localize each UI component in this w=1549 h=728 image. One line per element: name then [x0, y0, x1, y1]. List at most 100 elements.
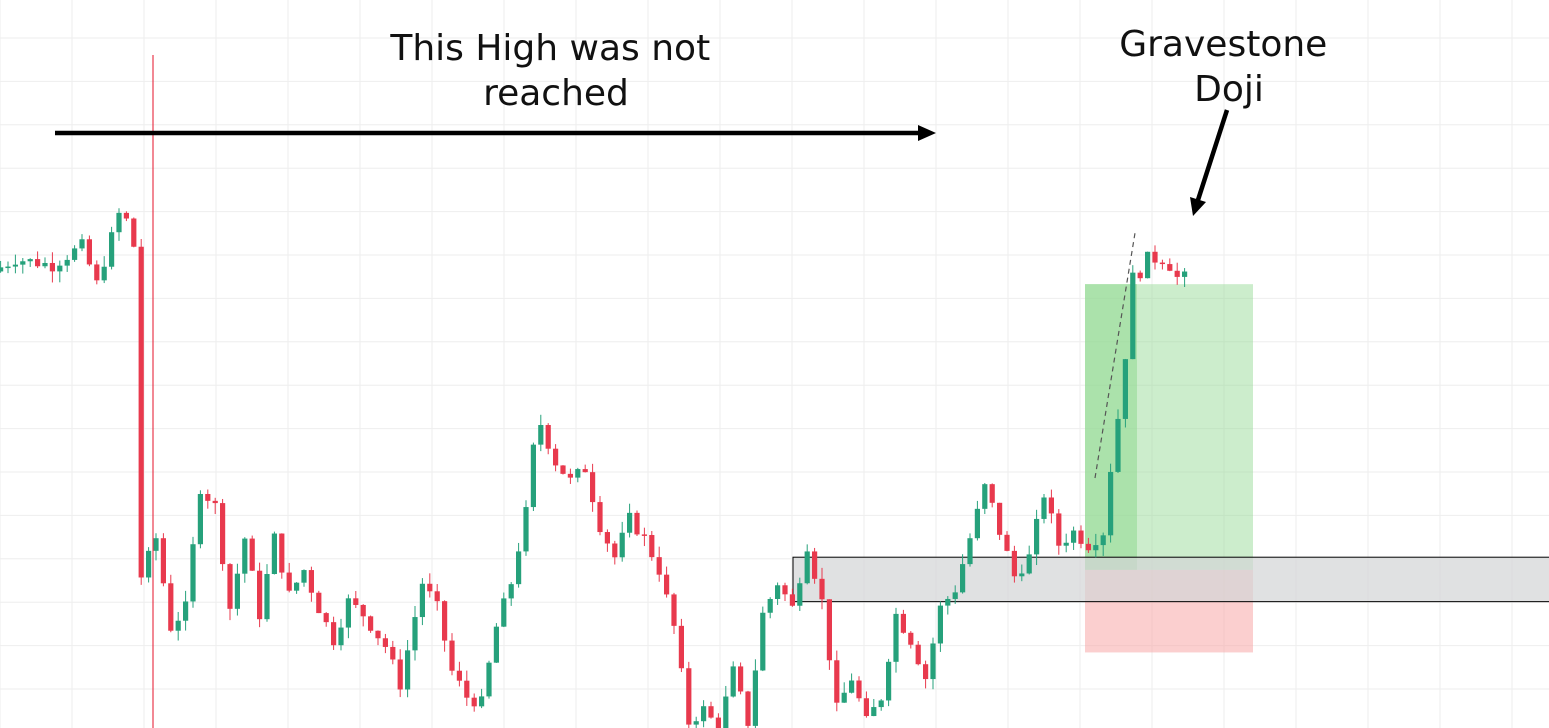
- candle: [264, 564, 270, 622]
- candle-body: [1034, 518, 1040, 555]
- candle-body: [72, 248, 78, 260]
- candle-body: [390, 646, 396, 660]
- candle: [434, 584, 440, 611]
- candle: [952, 585, 958, 604]
- candle: [397, 649, 403, 698]
- candle: [508, 582, 514, 606]
- candle-body: [1174, 270, 1180, 277]
- candle-body: [1100, 535, 1106, 546]
- candle: [190, 536, 196, 608]
- candle: [745, 690, 751, 728]
- candle: [86, 235, 92, 267]
- candle: [619, 521, 625, 562]
- candle-body: [1056, 513, 1062, 546]
- candle-body: [841, 692, 847, 703]
- candle-body: [197, 493, 203, 545]
- candle: [760, 606, 766, 672]
- candle-body: [538, 425, 544, 445]
- candle-body: [316, 592, 322, 614]
- candle-body: [767, 598, 773, 613]
- candle: [775, 582, 781, 605]
- candle: [649, 530, 655, 561]
- candle: [641, 527, 647, 547]
- candle-body: [294, 582, 300, 591]
- candle-body: [94, 264, 100, 281]
- candle-body: [175, 620, 181, 631]
- candle: [257, 562, 263, 628]
- candle: [234, 563, 240, 616]
- candle: [752, 659, 758, 728]
- candle: [20, 258, 26, 274]
- candle: [271, 531, 277, 575]
- candle: [286, 562, 292, 593]
- candle: [405, 639, 411, 698]
- candle-body: [1011, 550, 1017, 577]
- candle-body: [1019, 573, 1025, 577]
- candle: [886, 658, 892, 707]
- candle-body: [523, 507, 529, 552]
- candle-body: [449, 640, 455, 671]
- candle: [175, 611, 181, 641]
- candle: [345, 594, 351, 639]
- candle-body: [109, 232, 115, 267]
- candle-body: [412, 617, 418, 651]
- candle-body: [701, 706, 707, 722]
- candle: [567, 468, 573, 484]
- candle: [146, 547, 152, 583]
- candle-body: [249, 538, 255, 571]
- candle: [738, 662, 744, 695]
- candle-body: [1078, 530, 1084, 544]
- candle: [767, 597, 773, 619]
- candle-body: [5, 266, 11, 269]
- candle-body: [952, 592, 958, 599]
- candle: [138, 238, 144, 585]
- candle-body: [612, 543, 618, 558]
- candle-body: [1108, 471, 1114, 536]
- candle: [294, 582, 300, 594]
- candle-body: [575, 469, 581, 478]
- candle: [382, 633, 388, 654]
- candle-body: [1145, 251, 1151, 279]
- doji-label-line-1: Gravestone: [1119, 24, 1327, 65]
- candle-body: [789, 594, 795, 606]
- candle-body: [775, 585, 781, 599]
- candle: [1048, 489, 1054, 524]
- candle: [1159, 259, 1165, 270]
- candle: [360, 604, 366, 627]
- candle: [545, 423, 551, 455]
- candle-body: [220, 503, 226, 565]
- candle-body: [183, 601, 189, 621]
- candle: [1056, 509, 1062, 555]
- candle: [331, 616, 337, 650]
- doji-arrow-head: [1190, 197, 1206, 216]
- candle: [878, 699, 884, 711]
- candle-body: [634, 512, 640, 535]
- candle: [516, 542, 522, 588]
- candle: [597, 495, 603, 536]
- high-not-reached-label: This High was not reached: [389, 28, 721, 114]
- high-label-line-1: This High was not: [389, 28, 710, 69]
- candle-body: [471, 697, 477, 707]
- candle: [945, 596, 951, 615]
- candle-body: [360, 604, 366, 617]
- candle-body: [738, 666, 744, 692]
- candle-body: [212, 500, 218, 504]
- candle: [123, 211, 129, 222]
- candle: [279, 533, 285, 579]
- candle: [35, 251, 41, 269]
- candle-body: [597, 502, 603, 533]
- candle-body: [760, 612, 766, 671]
- candle-body: [508, 584, 514, 599]
- candle-body: [382, 638, 388, 647]
- candle-body: [1041, 497, 1047, 519]
- candle: [205, 489, 211, 509]
- candle-body: [301, 570, 307, 583]
- support-zone: [792, 556, 1549, 603]
- candle-body: [146, 550, 152, 578]
- candle: [109, 226, 115, 270]
- candle: [923, 660, 929, 689]
- candle-body: [723, 696, 729, 728]
- candle: [368, 615, 374, 633]
- candle-body: [1152, 251, 1158, 263]
- candle-body: [856, 680, 862, 699]
